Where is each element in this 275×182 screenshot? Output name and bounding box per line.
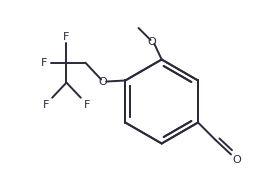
Text: F: F [84,100,90,110]
Text: F: F [43,100,49,110]
Text: O: O [148,37,156,47]
Text: F: F [41,58,47,68]
Text: O: O [232,155,241,165]
Text: O: O [99,77,108,87]
Text: F: F [63,32,70,42]
